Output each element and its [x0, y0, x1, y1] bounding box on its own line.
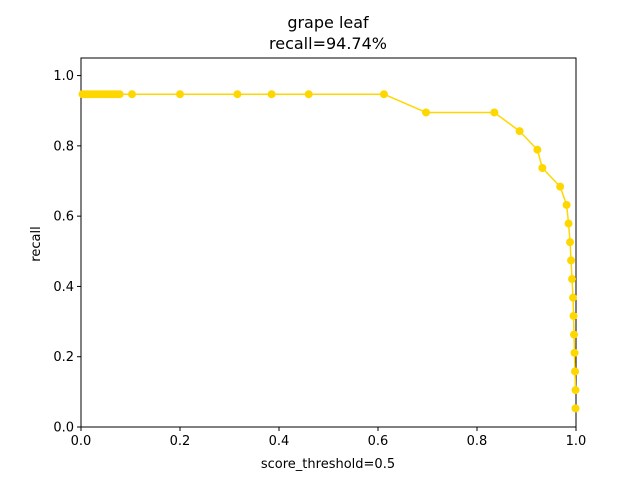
x-tick-label: 0.6 [368, 434, 389, 449]
x-tick-label: 0.2 [170, 434, 191, 449]
y-tick-label: 0.8 [53, 139, 74, 154]
data-point [571, 367, 580, 376]
data-point [567, 256, 576, 265]
x-tick-label: 0.0 [71, 434, 92, 449]
data-point [568, 275, 577, 284]
data-point [267, 90, 276, 99]
chart-title: grape leaf [287, 13, 369, 32]
data-point [422, 108, 431, 117]
data-point [569, 293, 578, 302]
x-tick-label: 1.0 [566, 434, 587, 449]
data-point [115, 90, 124, 99]
y-tick-label: 0.4 [53, 280, 74, 295]
x-tick-label: 0.8 [467, 434, 488, 449]
plot-area: 0.0 0.2 0.4 0.6 0.8 1.0 0.0 0.2 0.4 0.6 0.8 1.0 [53, 57, 587, 449]
data-point [570, 330, 579, 339]
y-tick-label: 1.0 [53, 69, 74, 84]
y-tick-label: 0.2 [53, 350, 74, 365]
data-point [556, 182, 565, 191]
data-point [233, 90, 242, 99]
data-point [564, 219, 573, 228]
data-point [569, 311, 578, 320]
data-point [571, 386, 580, 395]
plot-frame [80, 57, 577, 428]
x-axis-label: score_threshold=0.5 [261, 457, 395, 472]
y-tick-label: 0.0 [53, 421, 74, 436]
series-line [82, 93, 577, 391]
data-point [538, 163, 547, 172]
x-tick-label: 0.4 [269, 434, 290, 449]
chart-subtitle: recall=94.74% [269, 34, 387, 53]
data-point [533, 145, 542, 154]
y-tick-label: 0.6 [53, 210, 74, 225]
data-point [570, 348, 579, 357]
data-point [571, 404, 580, 413]
data-point [562, 200, 571, 209]
data-point [490, 108, 499, 117]
data-point [176, 90, 184, 99]
y-axis-label: recall [29, 226, 44, 261]
data-point [379, 90, 388, 99]
data-point [515, 127, 524, 136]
data-point [304, 90, 313, 99]
data-point [566, 238, 575, 247]
data-point [127, 90, 136, 99]
